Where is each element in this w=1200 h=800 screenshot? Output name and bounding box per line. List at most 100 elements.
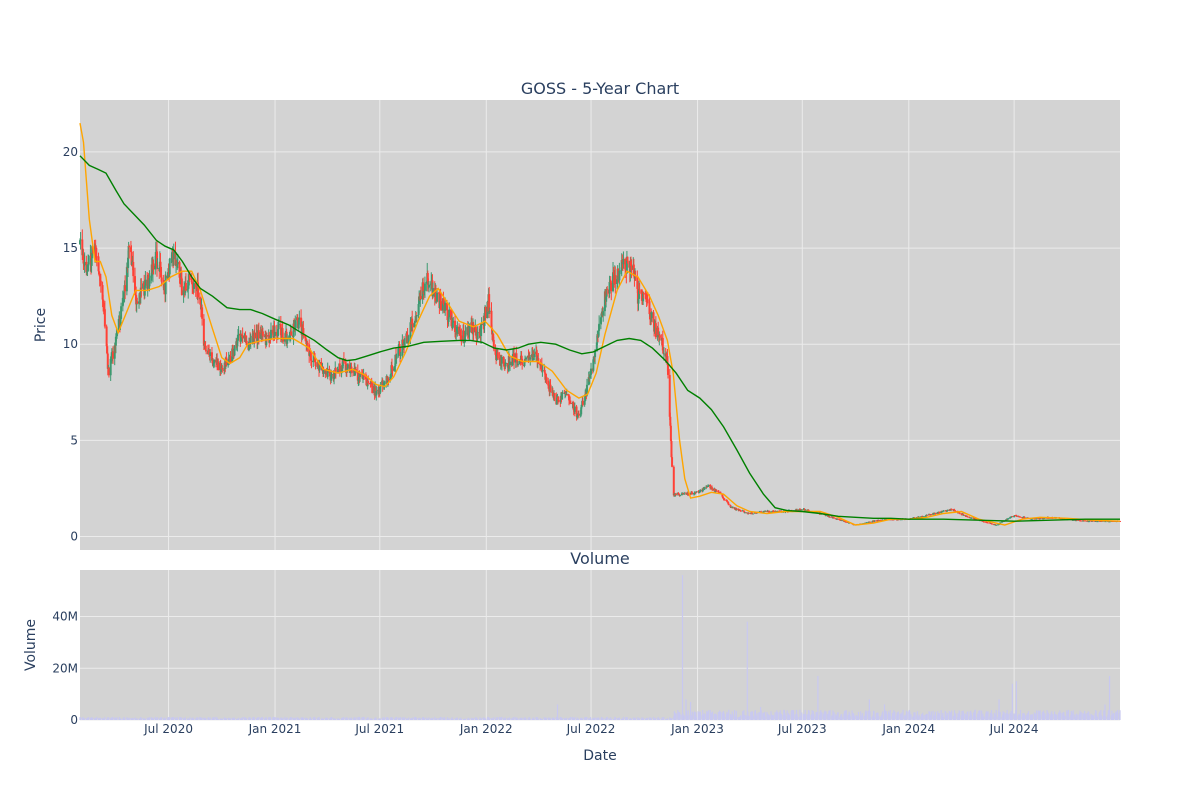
- volume-bar: [436, 718, 438, 720]
- volume-bar: [922, 715, 924, 720]
- volume-bar: [434, 716, 436, 720]
- volume-bar: [136, 718, 138, 720]
- volume-bar: [112, 717, 114, 720]
- candle-body: [549, 384, 552, 393]
- candle-body: [815, 511, 818, 513]
- volume-bar: [682, 713, 684, 720]
- candle-body: [79, 239, 82, 241]
- candle-body: [102, 299, 105, 303]
- volume-bar: [224, 717, 226, 720]
- volume-bar: [298, 718, 300, 720]
- candle-body: [346, 368, 349, 371]
- candle-body: [503, 365, 506, 367]
- volume-bar: [780, 714, 783, 720]
- volume-bar: [999, 712, 1001, 720]
- volume-bar: [269, 717, 272, 720]
- candle-body: [504, 363, 507, 364]
- volume-y-axis-label: Volume: [23, 619, 39, 671]
- volume-bar: [1040, 714, 1042, 720]
- volume-bar: [841, 716, 843, 720]
- candle-body: [1043, 517, 1046, 519]
- volume-bar: [639, 718, 641, 720]
- candle-body: [596, 334, 599, 343]
- candle-body: [1090, 520, 1093, 522]
- volume-bar: [444, 719, 446, 720]
- candle-body: [675, 494, 678, 495]
- candle-body: [260, 332, 263, 334]
- candle-body: [131, 262, 134, 265]
- volume-bar: [618, 717, 620, 720]
- candle-body: [368, 383, 371, 384]
- candle-body: [711, 488, 714, 491]
- candle-body: [1007, 518, 1010, 520]
- candle-body: [919, 516, 922, 518]
- volume-bar: [608, 717, 610, 720]
- volume-x-tick-label: Jan 2022: [459, 722, 513, 736]
- candle-body: [138, 301, 141, 304]
- candle-body: [982, 521, 985, 523]
- candle-body: [87, 263, 90, 265]
- candle-body: [263, 335, 266, 337]
- candle-body: [796, 509, 799, 511]
- candle-body: [164, 275, 167, 295]
- candle-body: [140, 287, 143, 289]
- candle-body: [309, 352, 312, 361]
- candle-body: [998, 524, 1001, 525]
- volume-bar: [695, 712, 697, 720]
- candle-body: [632, 264, 635, 277]
- volume-x-tick-label: Jan 2021: [248, 722, 302, 736]
- candle-body: [504, 363, 507, 367]
- candle-body: [106, 353, 109, 369]
- candle-body: [1072, 520, 1075, 521]
- volume-bar: [797, 716, 799, 720]
- volume-bar: [695, 717, 697, 720]
- volume-bar: [509, 718, 511, 720]
- candle-body: [648, 301, 651, 315]
- candle-body: [612, 272, 615, 292]
- volume-bar: [634, 717, 637, 720]
- volume-bar: [451, 717, 453, 720]
- candle-body: [703, 487, 706, 490]
- volume-bar: [1076, 714, 1078, 720]
- candle-body: [201, 307, 204, 319]
- candle-body: [175, 261, 178, 265]
- candle-body: [236, 340, 239, 347]
- candle-body: [110, 354, 113, 358]
- candle-body: [411, 324, 414, 328]
- candle-body: [195, 287, 198, 289]
- candle-body: [468, 325, 471, 333]
- volume-bar: [1067, 709, 1070, 720]
- candle-body: [448, 309, 451, 318]
- candle-body: [187, 285, 190, 290]
- candle-body: [620, 260, 623, 271]
- volume-bar: [1051, 711, 1053, 720]
- volume-bar: [940, 710, 942, 720]
- volume-bar: [764, 711, 766, 720]
- candle-body: [308, 352, 311, 356]
- volume-bar: [144, 719, 146, 720]
- candle-body: [381, 380, 384, 387]
- candle-body: [926, 514, 929, 516]
- candle-body: [306, 342, 309, 345]
- volume-bar: [647, 717, 649, 720]
- volume-bar: [687, 710, 689, 720]
- volume-bar: [743, 710, 745, 720]
- candle-body: [764, 510, 767, 512]
- volume-bar: [825, 711, 827, 720]
- candle-body: [382, 384, 385, 386]
- volume-bar: [541, 719, 544, 720]
- volume-x-tick-label: Jul 2021: [354, 722, 404, 736]
- candle-body: [727, 501, 730, 504]
- volume-bar: [845, 710, 847, 720]
- volume-bar: [292, 717, 295, 720]
- volume-bar: [359, 718, 361, 720]
- price-y-tick-label: 10: [63, 337, 78, 351]
- candle-body: [322, 369, 325, 374]
- volume-bar: [884, 709, 886, 720]
- volume-bar: [383, 717, 386, 720]
- candle-body: [624, 269, 627, 271]
- candle-body: [389, 374, 392, 377]
- candle-body: [115, 336, 118, 337]
- volume-bar: [589, 717, 592, 720]
- candle-body: [964, 514, 967, 517]
